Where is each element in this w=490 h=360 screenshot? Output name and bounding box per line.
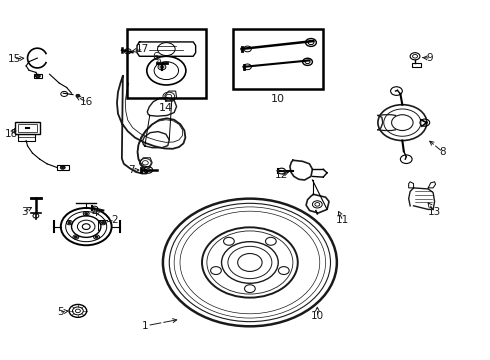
Text: 8: 8: [440, 147, 446, 157]
Bar: [127, 30, 206, 98]
Bar: [233, 30, 323, 89]
Text: 12: 12: [275, 170, 288, 180]
Circle shape: [85, 213, 88, 215]
Text: 4: 4: [92, 208, 98, 218]
Bar: [34, 74, 42, 78]
Text: 7: 7: [128, 165, 135, 175]
Text: 3: 3: [21, 207, 27, 217]
Text: 10: 10: [271, 94, 285, 104]
Text: 14: 14: [159, 103, 173, 113]
Bar: [412, 63, 421, 67]
Text: 10: 10: [311, 311, 324, 320]
Text: 13: 13: [428, 207, 441, 217]
Circle shape: [95, 236, 98, 238]
Circle shape: [60, 166, 65, 169]
Text: 1: 1: [142, 321, 148, 331]
Circle shape: [35, 74, 40, 78]
Bar: [57, 165, 69, 170]
Text: 9: 9: [426, 53, 433, 63]
Text: 18: 18: [5, 129, 18, 139]
Circle shape: [76, 94, 80, 97]
Circle shape: [101, 221, 104, 224]
Circle shape: [74, 236, 77, 238]
Bar: [18, 134, 35, 140]
Text: 2: 2: [111, 215, 118, 225]
Text: 5: 5: [57, 307, 64, 317]
Bar: [18, 124, 37, 132]
Text: 17: 17: [136, 45, 149, 54]
Circle shape: [68, 221, 71, 224]
Bar: [15, 122, 40, 134]
Text: 16: 16: [79, 97, 93, 107]
Text: 15: 15: [8, 54, 21, 64]
Text: 6: 6: [152, 52, 158, 62]
Text: 11: 11: [336, 215, 349, 225]
